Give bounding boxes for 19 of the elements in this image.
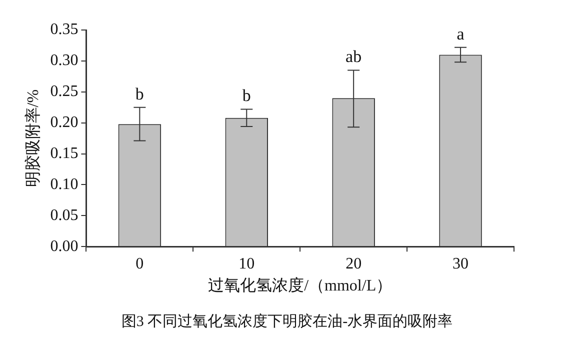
annotation: b bbox=[242, 86, 251, 106]
y-tick-label: 0.10 bbox=[50, 176, 78, 193]
x-tick-label: 30 bbox=[452, 255, 469, 272]
x-tick-label: 0 bbox=[136, 255, 144, 272]
annotation: b bbox=[135, 84, 144, 104]
y-tick-label: 0.35 bbox=[50, 21, 78, 38]
x-tick-label: 10 bbox=[238, 255, 255, 272]
x-tick-label: 20 bbox=[346, 255, 362, 272]
y-tick-label: 0.00 bbox=[50, 238, 78, 255]
y-tick-label: 0.15 bbox=[50, 144, 78, 162]
y-axis-title: 明胶吸附率/% bbox=[24, 89, 42, 188]
y-tick-label: 0.30 bbox=[50, 52, 78, 70]
y-tick-label: 0.25 bbox=[50, 83, 78, 100]
caption: 图3 不同过氧化氢浓度下明胶在油-水界面的吸附率 bbox=[120, 312, 454, 331]
y-tick-label: 0.20 bbox=[50, 114, 78, 132]
x-axis-title: 过氧化氢浓度/（mmol/L） bbox=[208, 276, 392, 295]
annotation: ab bbox=[346, 47, 362, 66]
annotation: a bbox=[456, 24, 465, 44]
y-tick-label: 0.05 bbox=[50, 206, 78, 224]
